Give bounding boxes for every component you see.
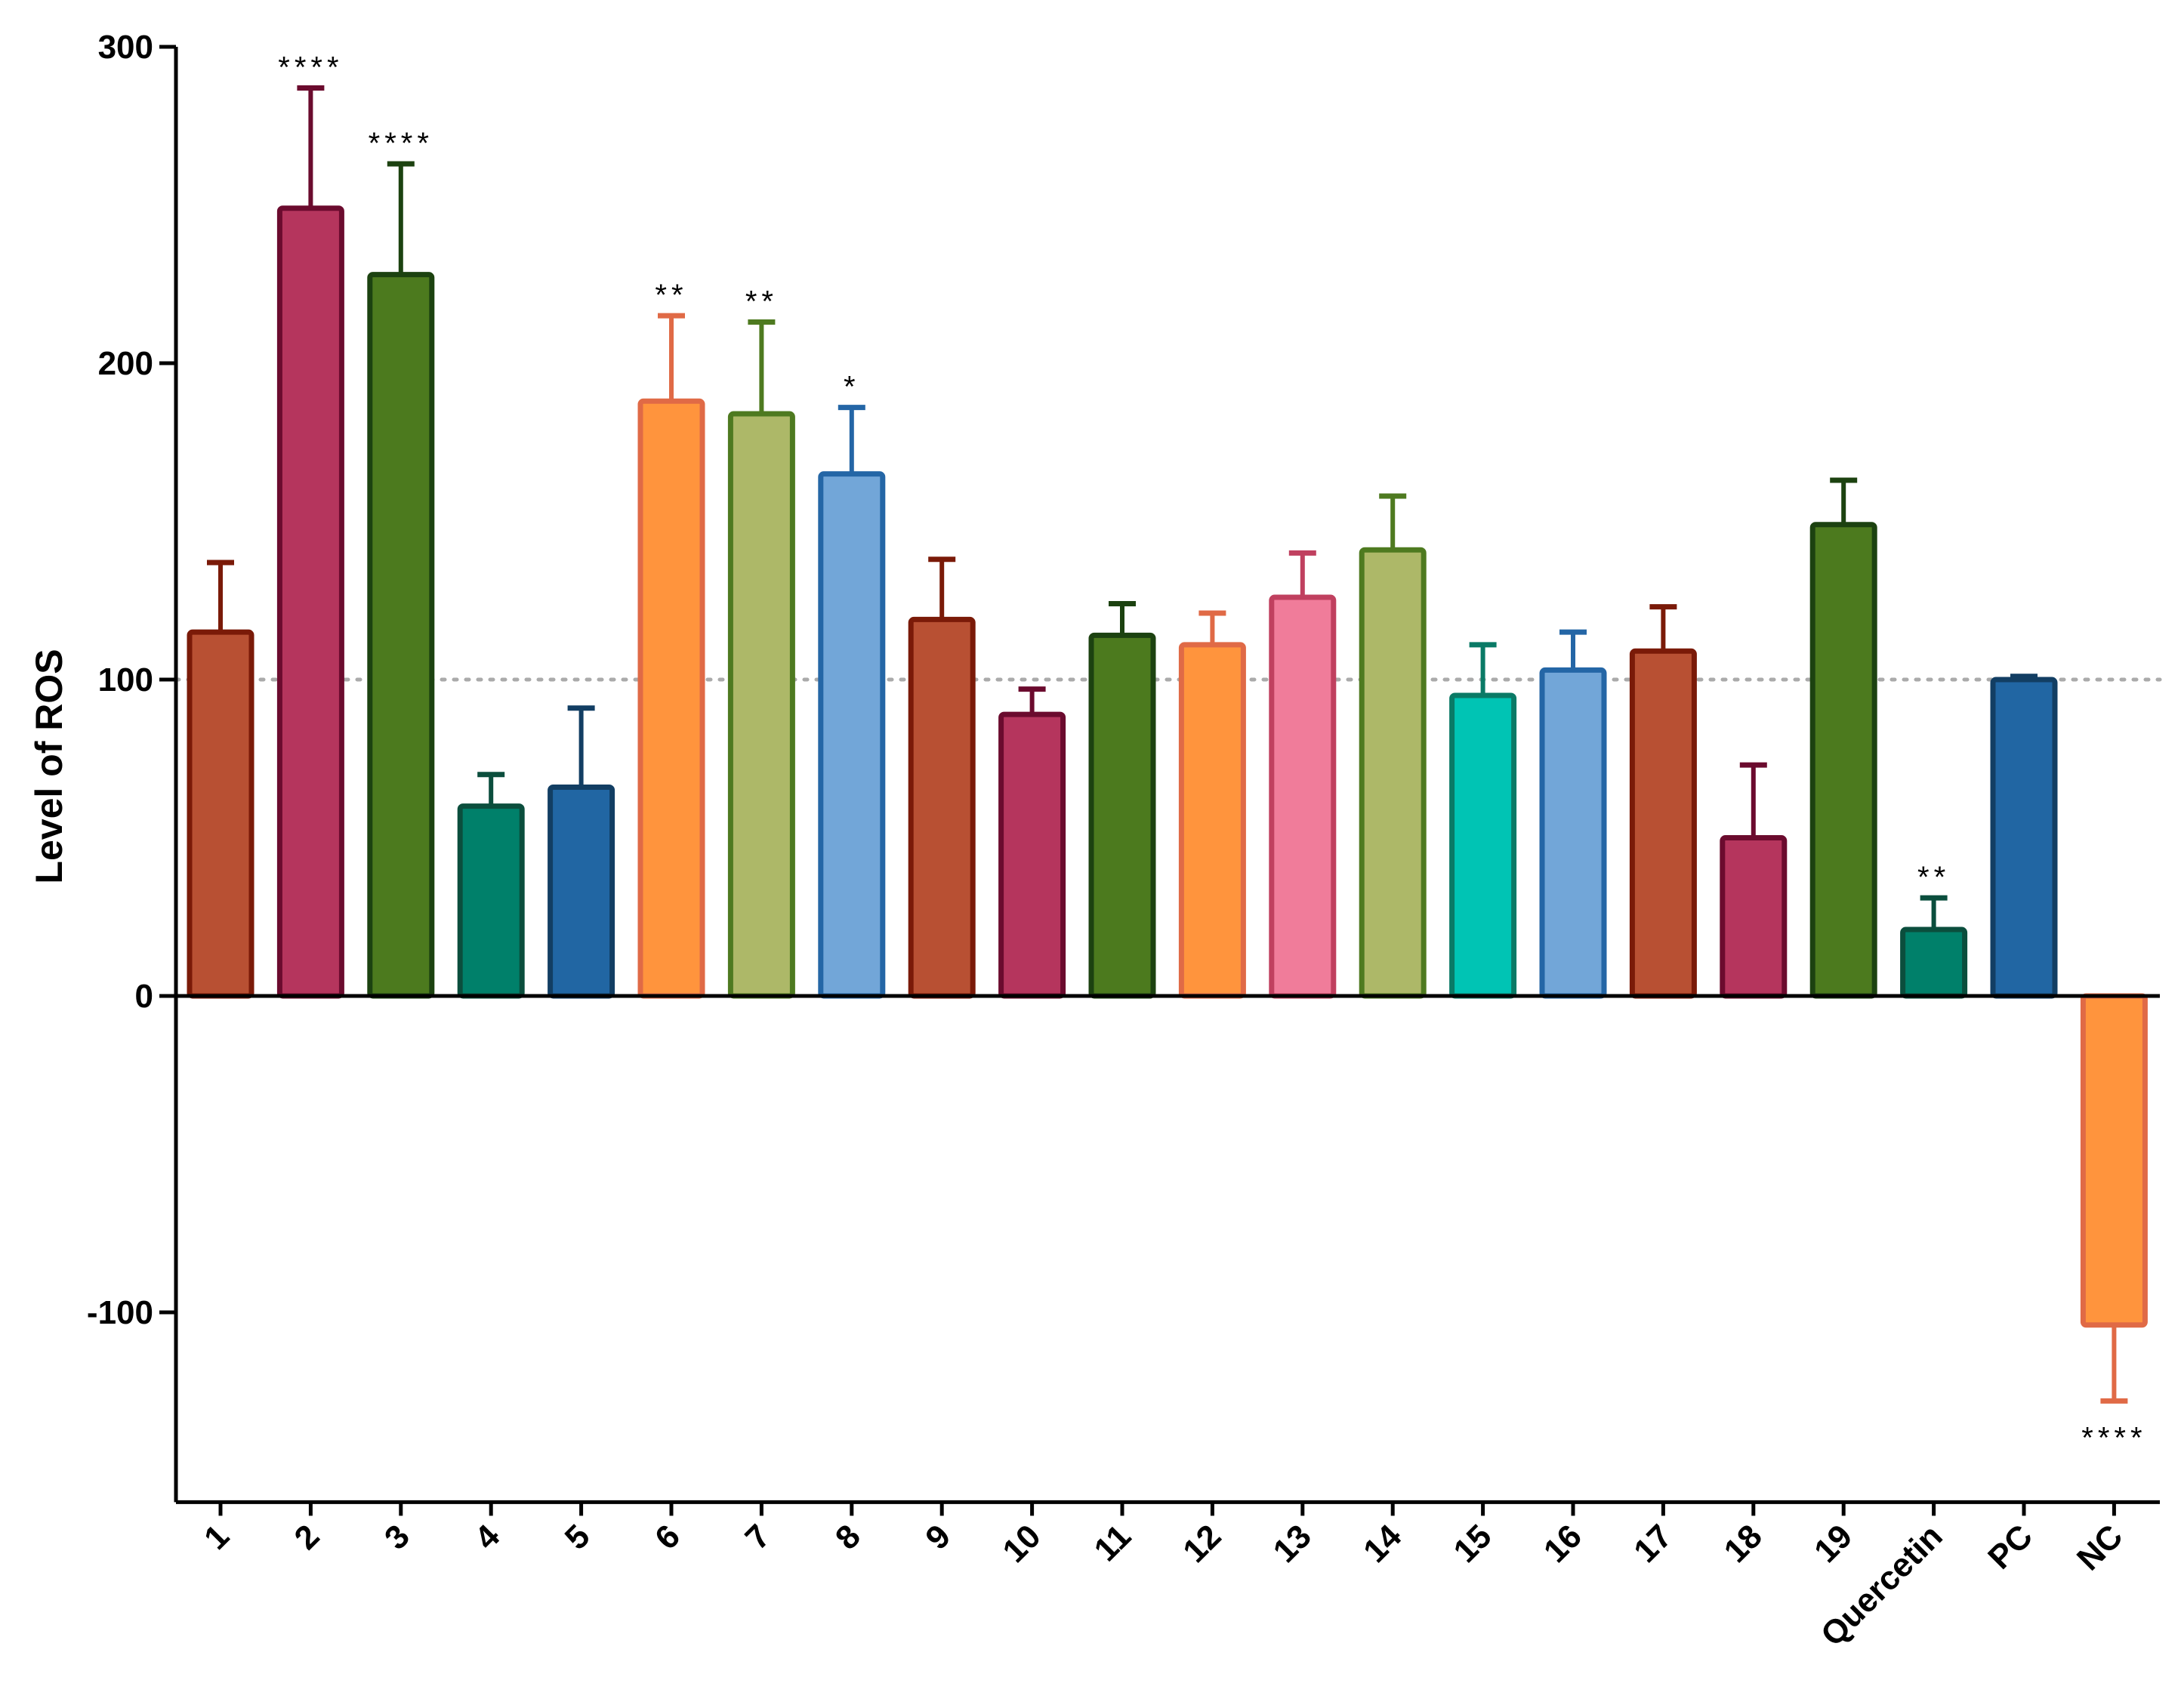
x-tick-label: 3 — [378, 1518, 417, 1557]
x-tick-label: 10 — [995, 1518, 1047, 1570]
bar-6 — [637, 398, 705, 999]
x-tick-label: 4 — [467, 1517, 507, 1556]
x-tick-label: 13 — [1266, 1518, 1319, 1570]
y-tick-label: -100 — [87, 1294, 153, 1331]
x-tick-label: NC — [2070, 1518, 2130, 1578]
bar-13 — [1269, 594, 1337, 999]
x-tick-label: 1 — [197, 1518, 236, 1557]
bar-7 — [727, 411, 795, 999]
x-tick-label: 2 — [288, 1518, 327, 1557]
bar-14 — [1359, 547, 1427, 999]
x-tick-label: 18 — [1717, 1518, 1769, 1570]
bar-10 — [998, 711, 1066, 999]
significance-label: ** — [1917, 861, 1950, 894]
bar-1 — [187, 629, 255, 999]
y-axis-label: Level of ROS — [28, 649, 70, 883]
bar-5 — [548, 784, 615, 999]
bar-pc — [1990, 677, 2058, 999]
bar-11 — [1088, 632, 1156, 999]
x-tick-label: 16 — [1537, 1518, 1589, 1570]
x-tick-label: 6 — [648, 1518, 687, 1557]
plot-area: 1 **** 2 **** 3 4 5 ** 6 ** 7 * 8 9 10 11 12 13 14 15 16 17 18… — [87, 29, 2162, 1654]
bar-2 — [276, 205, 344, 999]
bar-12 — [1178, 642, 1246, 999]
x-tick-label: 5 — [558, 1518, 597, 1557]
x-tick-label: 7 — [739, 1518, 778, 1557]
bar-9 — [908, 616, 976, 999]
bar-19 — [1809, 522, 1877, 999]
x-tick-label: 11 — [1087, 1518, 1139, 1569]
significance-label: * — [844, 371, 860, 404]
significance-label: ** — [745, 285, 778, 319]
significance-label: **** — [278, 51, 343, 84]
y-tick-label: 0 — [135, 978, 153, 1015]
significance-label: **** — [369, 127, 433, 160]
x-tick-label: 14 — [1356, 1517, 1409, 1570]
bar-15 — [1449, 692, 1517, 999]
bar-18 — [1720, 835, 1788, 999]
x-tick-label: 9 — [918, 1518, 958, 1557]
x-tick-label: 17 — [1627, 1518, 1679, 1570]
x-tick-label: 12 — [1176, 1518, 1228, 1570]
bar-3 — [367, 272, 435, 999]
y-tick-label: 100 — [98, 661, 153, 698]
x-tick-label: 8 — [828, 1518, 868, 1557]
bar-16 — [1539, 667, 1607, 999]
x-tick-label: 15 — [1446, 1518, 1498, 1570]
significance-label: **** — [2081, 1421, 2146, 1454]
bar-17 — [1629, 648, 1697, 999]
y-tick-label: 200 — [98, 345, 153, 382]
bar-4 — [457, 803, 525, 999]
bar-quercetin — [1900, 926, 1968, 999]
bar-nc — [2080, 993, 2148, 1328]
significance-label: ** — [655, 279, 687, 312]
x-tick-label: 19 — [1807, 1518, 1859, 1570]
bar-8 — [818, 471, 886, 999]
y-tick-label: 300 — [98, 29, 153, 66]
x-tick-label: PC — [1981, 1518, 2040, 1577]
